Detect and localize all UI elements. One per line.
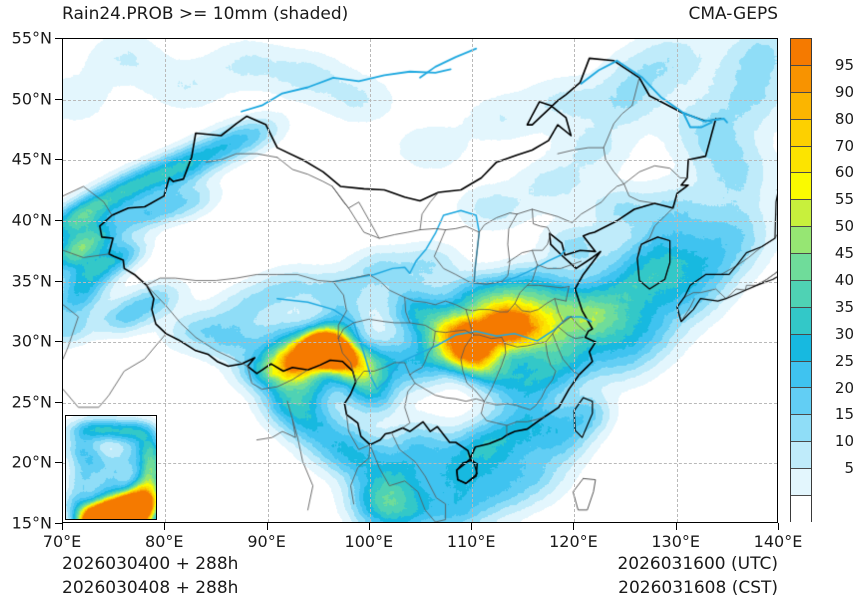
colorbar-cell	[791, 227, 811, 254]
x-axis-label: 110°E	[446, 532, 496, 551]
precipitation-probability-field	[63, 39, 777, 522]
colorbar	[790, 38, 812, 523]
y-axis-tick	[55, 462, 62, 464]
colorbar-tick-label: 5	[844, 459, 854, 478]
colorbar-cell	[791, 39, 811, 66]
y-axis-tick	[55, 38, 62, 39]
page-title: Rain24.PROB >= 10mm (shaded)	[62, 4, 349, 24]
y-axis-label: 40°N	[11, 210, 52, 230]
y-axis-label: 20°N	[11, 452, 52, 472]
init-time-cst-label: 2026030408 + 288h	[62, 578, 239, 598]
south-china-sea-inset	[65, 415, 157, 520]
colorbar-tick-label: 90	[834, 82, 854, 101]
y-axis-label: 50°N	[11, 89, 52, 109]
x-axis-label: 140°E	[753, 532, 803, 551]
colorbar-tick-label: 60	[834, 163, 854, 182]
x-axis-tick	[573, 523, 575, 530]
inset-precipitation-field	[66, 416, 156, 519]
colorbar-tick-label: 70	[834, 136, 854, 155]
x-axis-tick	[778, 523, 779, 530]
model-label: CMA-GEPS	[688, 4, 778, 24]
colorbar-cell	[791, 173, 811, 201]
colorbar-tick-label: 55	[834, 190, 854, 209]
y-axis-tick	[55, 280, 62, 282]
x-axis-label: 70°E	[42, 532, 82, 551]
valid-time-cst-label: 2026031608 (CST)	[618, 578, 778, 598]
colorbar-tick-label: 35	[834, 297, 854, 316]
colorbar-cell	[791, 146, 811, 174]
x-axis-tick	[164, 523, 166, 530]
colorbar-cell	[791, 65, 811, 93]
y-axis-tick	[55, 159, 62, 161]
colorbar-cell	[791, 442, 811, 469]
x-axis-label: 100°E	[344, 532, 394, 551]
y-axis-label: 30°N	[11, 331, 52, 351]
colorbar-cell	[791, 361, 811, 389]
y-axis-tick	[55, 401, 62, 403]
colorbar-cell	[791, 119, 811, 147]
x-axis-tick	[368, 523, 370, 530]
x-axis-tick	[471, 523, 473, 530]
colorbar-cell	[791, 280, 811, 308]
colorbar-tick-label: 95	[834, 55, 854, 74]
y-axis-tick	[55, 219, 62, 221]
colorbar-cell	[791, 307, 811, 335]
x-axis-tick	[266, 523, 268, 530]
init-time-utc-label: 2026030400 + 288h	[62, 554, 239, 574]
colorbar-cell	[791, 92, 811, 120]
colorbar-tick-label: 50	[834, 217, 854, 236]
colorbar-tick-label: 20	[834, 378, 854, 397]
colorbar-cell	[791, 200, 811, 228]
y-axis-label: 55°N	[11, 28, 52, 48]
colorbar-cell	[791, 254, 811, 281]
y-axis-tick	[55, 341, 62, 343]
colorbar-cell	[791, 469, 811, 496]
x-axis-label: 130°E	[651, 532, 701, 551]
colorbar-cell	[791, 334, 811, 362]
y-axis-label: 15°N	[11, 513, 52, 533]
x-axis-tick	[675, 523, 677, 530]
y-axis-tick	[55, 98, 62, 100]
colorbar-tick-label: 10	[834, 432, 854, 451]
x-axis-label: 80°E	[145, 532, 184, 551]
colorbar-cell	[791, 388, 811, 416]
colorbar-tick-label: 40	[834, 271, 854, 289]
colorbar-tick-label: 25	[834, 351, 854, 370]
x-axis-tick	[62, 523, 63, 530]
colorbar-tick-label: 80	[834, 109, 854, 128]
x-axis-label: 120°E	[549, 532, 598, 551]
colorbar-tick-label: 15	[834, 405, 854, 424]
y-axis-label: 45°N	[11, 149, 52, 169]
y-axis-label: 35°N	[11, 271, 52, 290]
valid-time-utc-label: 2026031600 (UTC)	[617, 554, 778, 574]
colorbar-tick-label: 30	[834, 324, 854, 343]
map-plot-area	[62, 38, 778, 523]
colorbar-cell	[791, 495, 811, 523]
y-axis-tick	[55, 523, 62, 524]
y-axis-label: 25°N	[11, 392, 52, 412]
colorbar-cell	[791, 415, 811, 443]
colorbar-tick-label: 45	[834, 244, 854, 263]
x-axis-label: 90°E	[247, 532, 286, 551]
